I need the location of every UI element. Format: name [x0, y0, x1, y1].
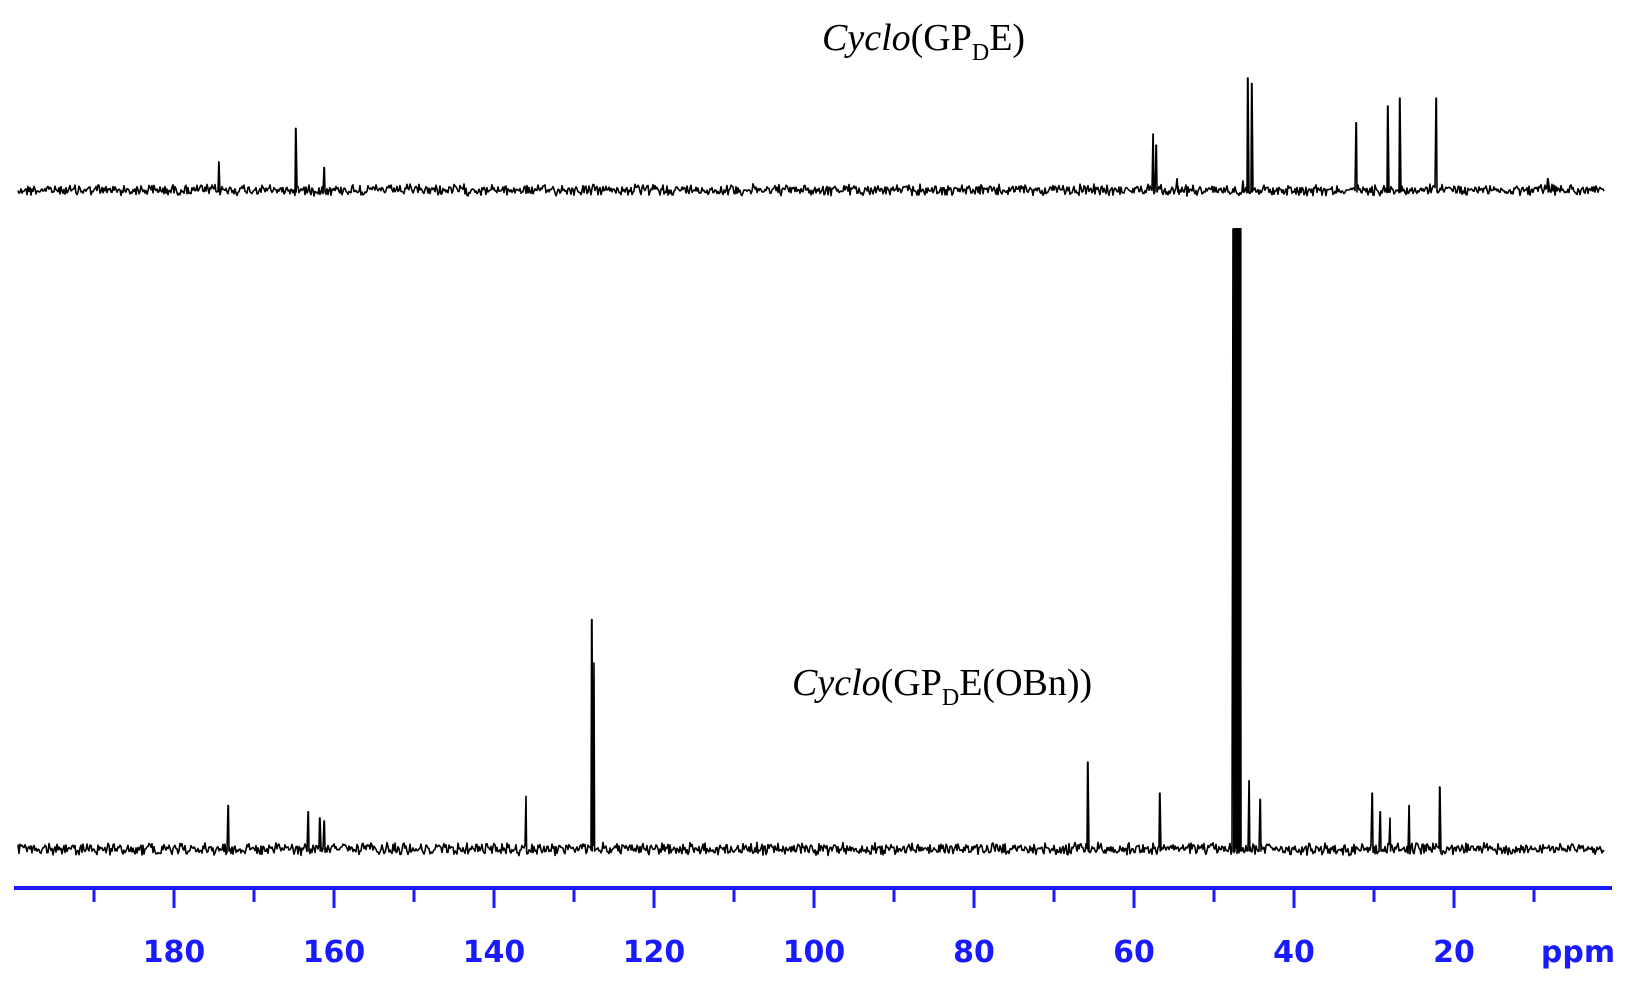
x-tick-label: 180: [143, 935, 206, 970]
spectrum-bottom-label: Cyclo(GPDE(OBn)): [792, 662, 1092, 711]
x-tick-label: 100: [783, 935, 846, 970]
x-tick-label: 60: [1113, 935, 1155, 970]
spectrum-top-trace: [17, 77, 1605, 197]
x-axis: 180 160 140 120 100 80 60 40 20 ppm: [14, 886, 1615, 970]
x-tick-label: 140: [463, 935, 526, 970]
solvent-peak-block: [1233, 228, 1242, 849]
x-tick-label: 20: [1433, 935, 1475, 970]
spectrum-bottom-trace: [17, 228, 1605, 857]
x-tick-label: 80: [953, 935, 995, 970]
x-tick-label: 160: [303, 935, 366, 970]
x-axis-unit-label: ppm: [1541, 935, 1615, 970]
spectrum-top: Cyclo(GPDE): [17, 17, 1605, 197]
x-tick-label: 40: [1273, 935, 1315, 970]
spectrum-top-label: Cyclo(GPDE): [822, 17, 1025, 66]
x-tick-label: 120: [623, 935, 686, 970]
spectrum-bottom: Cyclo(GPDE(OBn)): [17, 228, 1605, 857]
x-axis-ticks: 180 160 140 120 100 80 60 40 20: [92, 888, 1536, 970]
